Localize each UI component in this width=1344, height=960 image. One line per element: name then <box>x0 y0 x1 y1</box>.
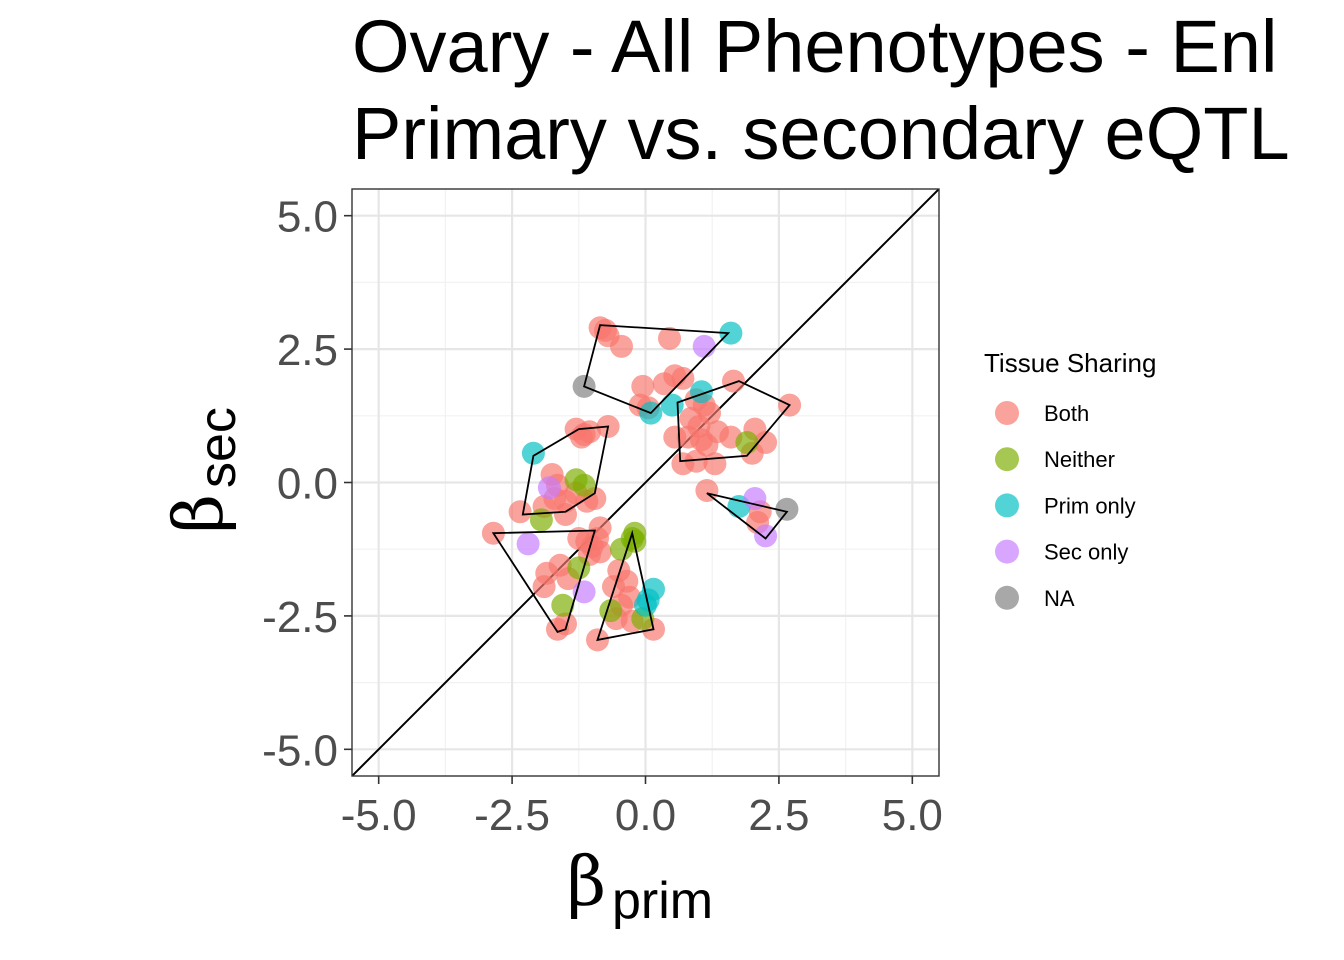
data-point <box>610 537 633 561</box>
legend-key <box>995 401 1019 425</box>
x-tick-label: -2.5 <box>474 791 550 840</box>
y-tick-label: 2.5 <box>277 326 338 375</box>
legend-key <box>995 493 1019 518</box>
legend-label: Sec only <box>1044 540 1128 565</box>
legend-label: Neither <box>1044 447 1115 472</box>
y-axis-label: β <box>160 494 239 533</box>
legend: Tissue Sharing Both Neither Prim only Sec o… <box>984 348 1156 611</box>
data-point <box>735 431 759 454</box>
legend-key <box>995 447 1019 472</box>
data-point <box>572 473 596 497</box>
data-point <box>722 369 745 393</box>
cluster-hull <box>521 425 610 516</box>
data-point <box>551 593 575 617</box>
data-point <box>695 479 719 502</box>
data-point <box>588 540 612 564</box>
data-point <box>652 372 676 396</box>
data-point <box>508 500 532 524</box>
legend-key <box>995 539 1019 564</box>
cluster-hull <box>583 324 731 415</box>
cluster-hull <box>676 380 792 463</box>
data-point <box>532 575 556 599</box>
data-point <box>554 612 577 636</box>
data-point <box>599 599 623 623</box>
x-tick-label: 0.0 <box>615 791 676 840</box>
data-point <box>692 334 716 358</box>
data-point <box>663 425 687 449</box>
legend-key <box>995 585 1019 610</box>
data-point <box>775 497 799 521</box>
data-point <box>684 449 708 473</box>
x-tick-label: -5.0 <box>341 791 417 840</box>
data-point <box>671 366 695 390</box>
y-axis-label-group: β sec <box>160 407 247 533</box>
x-axis-label: β <box>567 843 606 922</box>
x-tick-label: 2.5 <box>748 791 809 840</box>
data-point <box>529 508 553 532</box>
legend-label: NA <box>1044 586 1075 611</box>
y-tick-label: 0.0 <box>277 460 338 509</box>
legend-title: Tissue Sharing <box>984 348 1156 378</box>
x-tick-label: 5.0 <box>882 791 943 840</box>
data-point <box>516 532 540 556</box>
data-point <box>634 593 657 617</box>
data-point <box>521 441 545 465</box>
hull-layer <box>491 324 792 642</box>
legend-label: Prim only <box>1044 493 1136 518</box>
y-axis-label-subscript: sec <box>189 407 247 488</box>
data-point <box>537 476 561 500</box>
data-point <box>690 380 713 404</box>
reference-line-layer <box>352 189 939 776</box>
y-tick-label: -5.0 <box>262 726 338 775</box>
axes: -5.0-5.0 -2.5 -2.5 0.0 0.0 2.5 2.5 5.0 5.0 <box>262 193 943 840</box>
chart-title-line-2: Primary vs. secondary eQTL <box>352 92 1290 175</box>
data-point <box>610 334 633 358</box>
data-point <box>743 487 767 510</box>
cluster-hull <box>596 529 655 642</box>
points-layer <box>481 316 802 652</box>
x-axis-label-subscript: prim <box>612 872 713 930</box>
data-point <box>572 423 596 446</box>
data-point <box>658 326 681 350</box>
data-point <box>631 374 655 398</box>
legend-label: Both <box>1044 401 1089 426</box>
cluster-hull <box>706 492 789 540</box>
data-point <box>660 393 684 417</box>
cluster-hull <box>491 529 597 633</box>
data-point <box>719 321 743 345</box>
y-tick-label: 5.0 <box>277 193 338 242</box>
y-tick-label: -2.5 <box>262 593 338 642</box>
chart-title-line-1: Ovary - All Phenotypes - Enl <box>352 5 1278 88</box>
identity-line <box>352 189 939 776</box>
